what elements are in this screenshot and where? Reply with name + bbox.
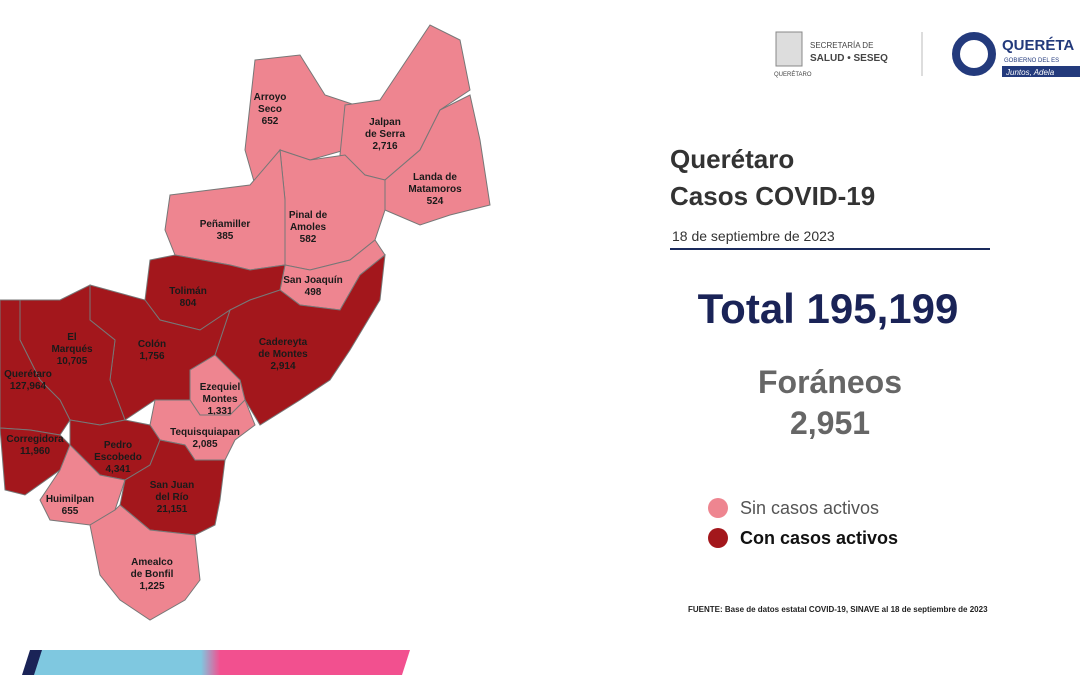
- municipality-name: Ezequiel: [200, 382, 241, 393]
- municipality-cases: 2,085: [192, 439, 217, 450]
- municipality-name: Tolimán: [169, 286, 207, 297]
- municipality-name: Escobedo: [94, 452, 142, 463]
- municipality-cases: 655: [62, 506, 79, 517]
- total: Total 195,199: [698, 285, 959, 332]
- source: FUENTE: Base de datos estatal COVID-19, …: [688, 605, 988, 614]
- municipality-name: Peñamiller: [200, 219, 251, 230]
- municipality-name: Jalpan: [369, 117, 401, 128]
- ministry-line: SALUD • SESEQ: [810, 53, 888, 64]
- municipality-name: Seco: [258, 104, 282, 115]
- municipality-name: del Río: [155, 492, 188, 503]
- municipality-cases: 498: [305, 287, 322, 298]
- legend-label: Con casos activos: [740, 528, 898, 548]
- state-name: QUERÉTA: [1002, 37, 1074, 54]
- total-value: 195,199: [807, 285, 959, 332]
- municipality-cases: 2,914: [270, 361, 295, 372]
- municipality-name: Arroyo: [254, 92, 287, 103]
- municipality-cases: 127,964: [10, 381, 47, 392]
- municipality-name: Cadereyta: [259, 337, 308, 348]
- municipality-cases: 1,331: [207, 406, 232, 417]
- municipality-name: Tequisquiapan: [170, 427, 240, 438]
- municipality-name: Corregidora: [6, 434, 64, 445]
- foraneos-label: Foráneos: [758, 364, 902, 400]
- municipality-name: de Serra: [365, 129, 405, 140]
- legend-label: Sin casos activos: [740, 498, 879, 518]
- municipality-cases: 385: [217, 231, 234, 242]
- municipality: [384, 94, 491, 226]
- municipality-name: de Bonfil: [131, 569, 174, 580]
- municipality: [244, 54, 356, 187]
- municipality-name: Marqués: [51, 344, 93, 355]
- state-sub: GOBIERNO DEL ES: [1004, 58, 1059, 64]
- municipality-name: Amoles: [290, 222, 327, 233]
- date: 18 de septiembre de 2023: [672, 228, 835, 244]
- ministry-line: SECRETARÍA DE: [810, 41, 873, 50]
- footer-stripe-dark: [22, 650, 42, 675]
- total-label: Total: [698, 285, 795, 332]
- municipality-name: Pinal de: [289, 210, 328, 221]
- legend: Sin casos activos Con casos activos: [708, 498, 898, 548]
- municipality-cases: 2,716: [372, 141, 397, 152]
- municipality-cases: 804: [180, 298, 197, 309]
- municipality-cases: 1,756: [139, 351, 164, 362]
- municipality-cases: 21,151: [157, 504, 188, 515]
- municipality-name: Huimilpan: [46, 494, 94, 505]
- municipality-cases: 582: [300, 234, 317, 245]
- municipality-name: Matamoros: [408, 184, 462, 195]
- title-line: Casos COVID-19: [670, 181, 875, 211]
- municipality: [89, 504, 201, 621]
- legend-swatch: [708, 498, 728, 518]
- legend-swatch: [708, 528, 728, 548]
- municipality-name: Amealco: [131, 557, 173, 568]
- slogan-bg: [1002, 66, 1080, 77]
- municipality-name: San Joaquín: [283, 275, 342, 286]
- slogan: Juntos, Adela: [1005, 68, 1055, 77]
- municipality-cases: 524: [427, 196, 444, 207]
- municipality-name: Montes: [203, 394, 238, 405]
- municipality-cases: 10,705: [57, 356, 88, 367]
- state-logo: [952, 32, 996, 76]
- footer-stripe: [30, 650, 410, 675]
- logos: SECRETARÍA DE SALUD • SESEQ QUERÉTARO QU…: [774, 31, 1080, 78]
- municipality-name: San Juan: [150, 480, 194, 491]
- municipality: [164, 148, 286, 271]
- municipality-cases: 652: [262, 116, 279, 127]
- foraneos-value: 2,951: [790, 405, 870, 441]
- municipality-name: Landa de: [413, 172, 457, 183]
- municipality-cases: 1,225: [139, 581, 164, 592]
- municipality-name: El: [67, 332, 77, 343]
- municipality-cases: 11,960: [20, 446, 50, 457]
- coat-of-arms: [775, 31, 803, 67]
- title-line: Querétaro: [670, 144, 794, 174]
- municipality-name: de Montes: [258, 349, 308, 360]
- municipality-name: Pedro: [104, 440, 132, 451]
- ministry-sub: QUERÉTARO: [774, 71, 812, 78]
- municipality-name: Querétaro: [4, 369, 52, 380]
- municipality-cases: 4,341: [105, 464, 130, 475]
- municipality-name: Colón: [138, 339, 166, 350]
